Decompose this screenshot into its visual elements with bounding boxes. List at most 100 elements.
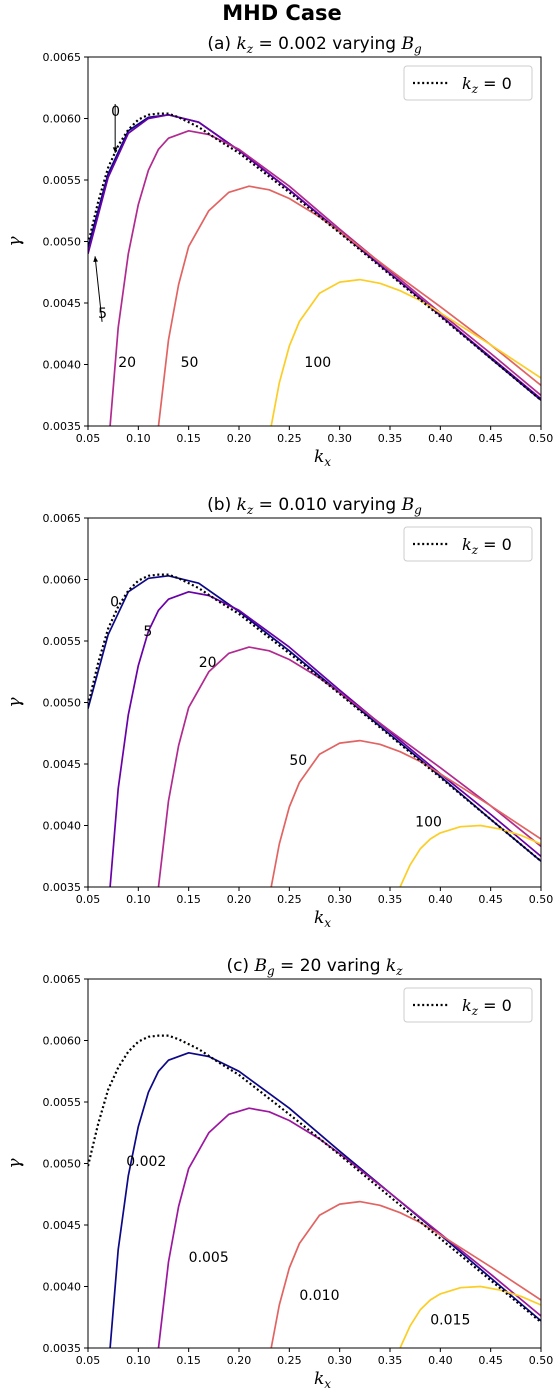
curves	[88, 1034, 541, 1348]
x-tick-label: 0.10	[126, 432, 151, 445]
y-tick-label: 0.0060	[43, 1035, 82, 1048]
panels: (a) kz = 0.002 varying Bg 0.05 0.10 0.15 0.2…	[5, 34, 553, 1391]
x-tick-label: 0.30	[327, 893, 352, 906]
curve-label-50: 50	[289, 753, 307, 769]
y-tick-label: 0.0050	[43, 1158, 82, 1171]
series-line-5	[109, 590, 541, 887]
x-tick-label: 0.30	[327, 432, 352, 445]
curve-label-20: 20	[118, 355, 136, 371]
curve-label-0.010: 0.010	[299, 1288, 339, 1304]
panel-b: (b) kz = 0.010 varying Bg 0.05 0.10 0.15 0.2…	[5, 495, 553, 930]
x-axis-label: kx	[314, 447, 331, 469]
y-tick-label: 0.0050	[43, 697, 82, 710]
x-tick-label: 0.40	[428, 1354, 453, 1367]
x-tick-label: 0.20	[227, 893, 252, 906]
x-tick-label: 0.45	[478, 893, 503, 906]
y-tick-label: 0.0055	[43, 1096, 82, 1109]
y-tick-label: 0.0035	[43, 881, 82, 894]
curve-label-0.002: 0.002	[126, 1154, 166, 1170]
legend: kz = 0	[403, 526, 533, 562]
series-line-0	[88, 574, 541, 862]
series-line-0.005	[157, 1107, 541, 1348]
curve-label-0: 0	[110, 595, 119, 611]
x-tick-label: 0.25	[277, 432, 302, 445]
reference-line-kz0	[88, 573, 541, 863]
y-tick-label: 0.0040	[43, 820, 82, 833]
series-line-50	[157, 185, 541, 426]
x-tick-label: 0.35	[378, 432, 403, 445]
curve-label-50: 50	[181, 355, 199, 371]
annotation-arrow	[94, 256, 103, 322]
curves	[88, 112, 541, 426]
reference-line-kz0	[88, 1034, 541, 1324]
annotation-arrowhead	[93, 256, 98, 262]
panel-a: (a) kz = 0.002 varying Bg 0.05 0.10 0.15 0.2…	[5, 34, 553, 469]
y-tick-label: 0.0055	[43, 174, 82, 187]
x-tick-label: 0.25	[277, 893, 302, 906]
series-line-50	[270, 739, 541, 887]
y-tick-label: 0.0035	[43, 420, 82, 433]
x-tick-label: 0.05	[76, 432, 101, 445]
curves	[88, 573, 541, 887]
x-tick-label: 0.15	[176, 432, 201, 445]
curve-label-0.015: 0.015	[430, 1313, 470, 1329]
x-tick-label: 0.15	[176, 893, 201, 906]
annotation-arrowhead	[112, 147, 118, 153]
legend-label: kz = 0	[462, 535, 512, 557]
legend: kz = 0	[403, 65, 533, 101]
y-tick-label: 0.0060	[43, 574, 82, 587]
series-line-0.015	[399, 1285, 541, 1348]
panel-title: (c) Bg = 20 varing kz	[226, 956, 403, 978]
curve-label-0.005: 0.005	[189, 1250, 229, 1266]
y-tick-label: 0.0065	[43, 51, 82, 64]
panel-title: (b) kz = 0.010 varying Bg	[207, 495, 422, 517]
x-tick-label: 0.45	[478, 432, 503, 445]
series-line-100	[399, 824, 541, 887]
curve-label-5: 5	[98, 306, 107, 322]
x-tick-label: 0.10	[126, 893, 151, 906]
y-axis-label: γ	[5, 697, 25, 708]
y-tick-label: 0.0040	[43, 1281, 82, 1294]
legend-box	[403, 526, 533, 562]
legend-box	[403, 987, 533, 1023]
series-line-20	[109, 129, 541, 426]
y-tick-label: 0.0065	[43, 512, 82, 525]
x-axis-label: kx	[314, 908, 331, 930]
y-tick-label: 0.0035	[43, 1342, 82, 1355]
x-tick-label: 0.10	[126, 1354, 151, 1367]
curve-label-100: 100	[304, 355, 331, 371]
figure-suptitle: MHD Case	[222, 1, 342, 25]
reference-line-kz0	[88, 112, 541, 402]
legend-box	[403, 65, 533, 101]
x-tick-label: 0.20	[227, 432, 252, 445]
x-tick-label: 0.35	[378, 893, 403, 906]
x-tick-label: 0.40	[428, 432, 453, 445]
curve-label-5: 5	[143, 624, 152, 640]
x-tick-label: 0.50	[529, 893, 554, 906]
axes-frame	[87, 517, 542, 888]
panel-title: (a) kz = 0.002 varying Bg	[207, 34, 422, 56]
x-tick-label: 0.05	[76, 1354, 101, 1367]
y-axis-label: γ	[5, 1158, 25, 1169]
curve-label-100: 100	[415, 815, 442, 831]
curve-label-20: 20	[199, 655, 217, 671]
y-tick-label: 0.0040	[43, 359, 82, 372]
x-axis-label: kx	[314, 1369, 331, 1391]
x-tick-label: 0.20	[227, 1354, 252, 1367]
y-axis-label: γ	[5, 236, 25, 247]
series-line-100	[270, 278, 541, 426]
y-tick-label: 0.0065	[43, 973, 82, 986]
x-tick-label: 0.05	[76, 893, 101, 906]
legend-label: kz = 0	[462, 74, 512, 96]
series-line-20	[157, 646, 541, 887]
x-tick-label: 0.25	[277, 1354, 302, 1367]
y-tick-label: 0.0045	[43, 297, 82, 310]
y-tick-label: 0.0050	[43, 236, 82, 249]
panel-c: (c) Bg = 20 varing kz 0.05 0.10 0.15 0.20 0.2…	[5, 956, 553, 1391]
series-line-0.010	[270, 1200, 541, 1348]
y-tick-label: 0.0060	[43, 113, 82, 126]
y-tick-label: 0.0055	[43, 635, 82, 648]
x-tick-label: 0.50	[529, 432, 554, 445]
x-tick-label: 0.35	[378, 1354, 403, 1367]
